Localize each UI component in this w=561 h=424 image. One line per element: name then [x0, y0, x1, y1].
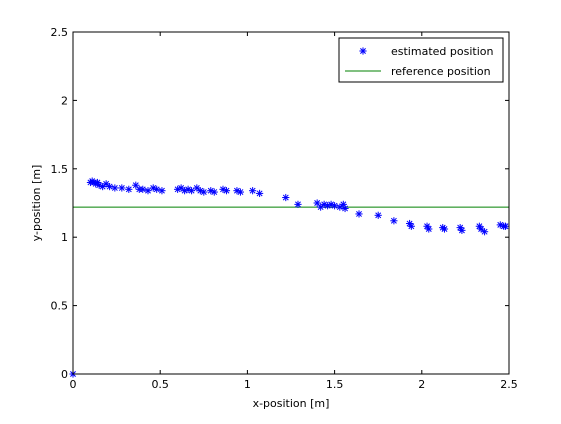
x-tick-label: 1 — [244, 378, 251, 391]
data-point — [501, 222, 510, 230]
data-point — [355, 210, 363, 218]
y-axis-label: y-position [m] — [30, 165, 43, 242]
points-layer — [69, 177, 510, 378]
data-point — [390, 217, 398, 225]
y-tick-label: 2.5 — [51, 26, 69, 39]
data-point — [256, 189, 264, 198]
legend-star-marker — [359, 47, 367, 55]
data-point — [95, 181, 103, 189]
legend-marker-estimated — [359, 47, 367, 55]
x-axis-label: x-position [m] — [253, 397, 330, 410]
legend-label-reference: reference position — [391, 65, 491, 78]
y-tick-label: 0 — [61, 368, 68, 381]
data-point — [249, 187, 257, 195]
y-tick-label: 1 — [61, 231, 68, 244]
data-point — [282, 193, 290, 202]
data-point — [132, 181, 140, 189]
data-point — [407, 222, 415, 230]
data-point — [425, 225, 433, 233]
data-point — [210, 188, 218, 196]
data-point — [118, 184, 126, 192]
x-tick-label: 2 — [418, 378, 425, 391]
data-point — [294, 200, 302, 208]
data-point — [187, 187, 196, 195]
y-tick-label: 2 — [61, 94, 68, 107]
x-tick-label: 1.5 — [326, 378, 344, 391]
y-tick-label: 0.5 — [51, 300, 69, 313]
data-point — [139, 185, 147, 193]
data-point — [106, 182, 114, 191]
x-tick-label: 0.5 — [151, 378, 169, 391]
x-tick-label: 2.5 — [500, 378, 518, 391]
data-point — [144, 187, 152, 195]
data-point — [236, 188, 245, 196]
data-point — [440, 225, 449, 233]
x-ticks: 0 0.5 1 1.5 2 2.5 — [70, 32, 518, 391]
legend: estimated position reference position — [338, 37, 504, 83]
data-point — [200, 188, 208, 196]
data-point — [111, 184, 119, 192]
x-tick-label: 0 — [70, 378, 77, 391]
data-point — [458, 226, 466, 234]
data-point — [222, 187, 231, 195]
data-point — [158, 187, 166, 195]
legend-box — [338, 37, 504, 83]
data-point — [125, 185, 133, 193]
legend-label-estimated: estimated position — [391, 45, 493, 58]
y-tick-label: 1.5 — [51, 163, 69, 176]
axes-frame — [72, 31, 510, 375]
y-ticks: 0 0.5 1 1.5 2 2.5 — [51, 26, 509, 381]
data-point — [341, 204, 349, 213]
axes-background — [73, 32, 509, 374]
data-point — [331, 202, 339, 210]
data-point — [153, 185, 161, 193]
data-point — [374, 211, 382, 219]
data-point — [480, 228, 489, 236]
data-point — [477, 225, 485, 233]
